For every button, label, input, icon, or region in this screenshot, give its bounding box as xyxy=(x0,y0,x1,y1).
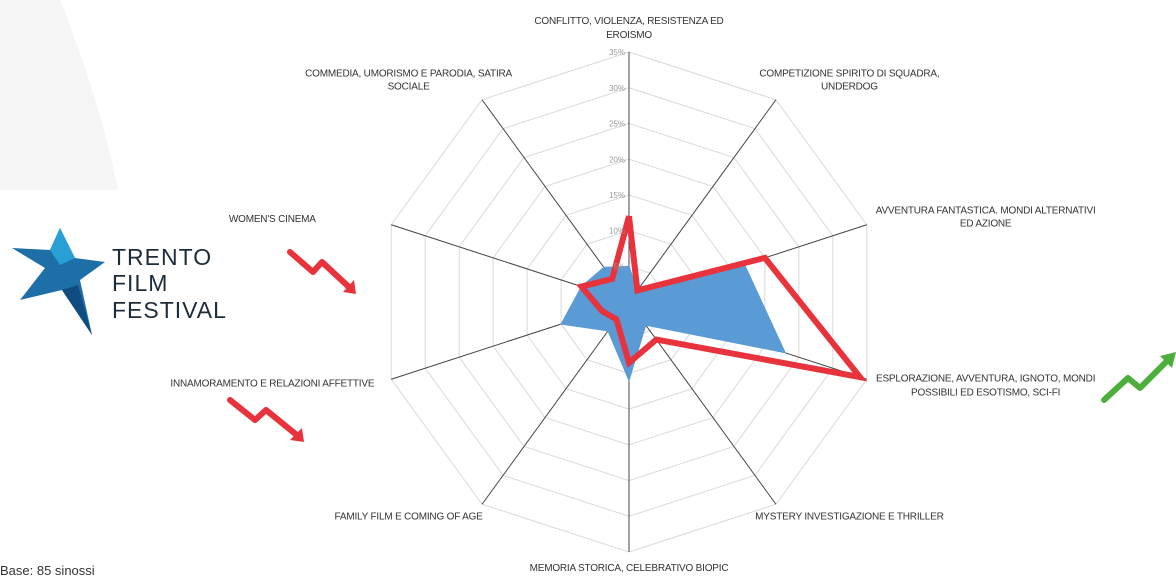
spoke xyxy=(481,301,630,505)
tick-label: 5% xyxy=(613,262,625,271)
tick-label: 25% xyxy=(609,120,625,129)
logo-star xyxy=(12,228,105,335)
tick-label: 30% xyxy=(609,84,625,93)
axis-label: MEMORIA STORICA, CELEBRATIVO BIOPIC xyxy=(529,563,729,574)
axis-label: ESPLORAZIONE, AVVENTURA, IGNOTO, MONDI P… xyxy=(875,374,1096,399)
spoke xyxy=(628,99,777,303)
trend-arrows xyxy=(227,249,1176,442)
series-line xyxy=(576,215,868,382)
axis-label: AVVENTURA FANTASTICA. MONDI ALTERNATIVI … xyxy=(875,204,1096,230)
axis-label: CONFLITTO, VIOLENZA, RESISTENZA ED EROIS… xyxy=(534,16,724,41)
spoke xyxy=(628,301,777,505)
tick-label: 10% xyxy=(609,227,625,236)
axis-label: FAMILY FILM E COMING OF AGE xyxy=(334,512,483,524)
footnote: Base: 85 sinossi xyxy=(0,563,95,578)
logo-line: FESTIVAL xyxy=(112,296,227,323)
axis-label: COMPETIZIONE SPIRITO DI SQUADRA, UNDERDO… xyxy=(759,68,940,93)
tick-label: 35% xyxy=(609,48,625,57)
axis-label: MYSTERY INVESTIGAZIONE E THRILLER xyxy=(755,512,944,524)
tick-label: 20% xyxy=(609,155,625,164)
backdrop xyxy=(0,0,118,190)
axis-label: WOMEN'S CINEMA xyxy=(228,213,316,225)
tick-label: 15% xyxy=(609,191,625,200)
axis-label: INNAMORAMENTO E RELAZIONI AFFETTIVE xyxy=(170,378,375,390)
logo-text: TRENTO FILM FESTIVAL xyxy=(112,244,227,323)
axis-label: COMMEDIA, UMORISMO E PARODIA, SATIRA SOC… xyxy=(305,68,513,93)
logo-line: FILM xyxy=(112,270,169,297)
logo-line: TRENTO xyxy=(112,244,213,270)
radar: 5% 10% 15% 20% 25% 30% 35% xyxy=(390,48,868,553)
